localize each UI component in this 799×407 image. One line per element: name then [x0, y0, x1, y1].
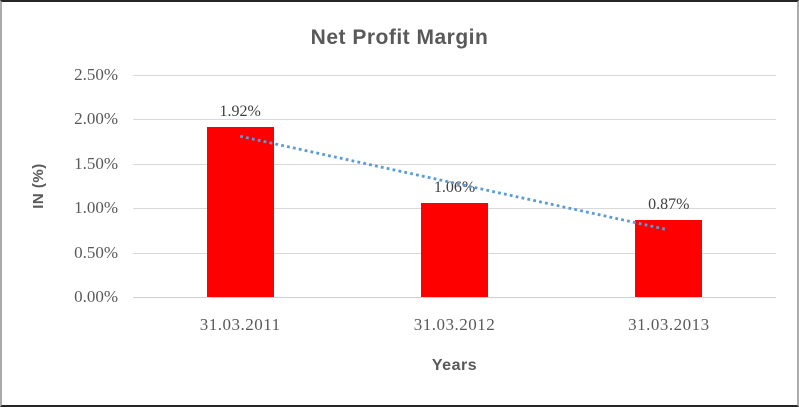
bar-value-label: 1.92% — [219, 102, 261, 120]
bar-value-label: 1.06% — [433, 178, 476, 196]
bar-31.03.2012 — [421, 202, 488, 297]
gridline — [133, 119, 776, 121]
y-tick-label: 1.00% — [74, 198, 118, 218]
gridline — [133, 297, 776, 298]
x-tick-label: 31.03.2012 — [413, 315, 496, 334]
y-tick-label: 2.00% — [74, 109, 118, 129]
x-axis-title: Years — [431, 357, 478, 374]
y-tick-label: 0.00% — [74, 287, 118, 306]
chart-title: Net Profit Margin — [310, 26, 489, 49]
y-tick-label: 2.50% — [74, 65, 118, 84]
y-tick-label: 1.50% — [74, 153, 118, 173]
gridline — [133, 75, 776, 76]
bar-31.03.2013 — [635, 219, 703, 297]
x-tick-label: 31.03.2013 — [628, 315, 710, 334]
y-tick-label: 0.50% — [74, 242, 118, 262]
x-tick-label: 31.03.2011 — [199, 315, 281, 334]
bar-value-label: 0.87% — [648, 195, 690, 213]
bar-31.03.2011 — [206, 126, 274, 297]
